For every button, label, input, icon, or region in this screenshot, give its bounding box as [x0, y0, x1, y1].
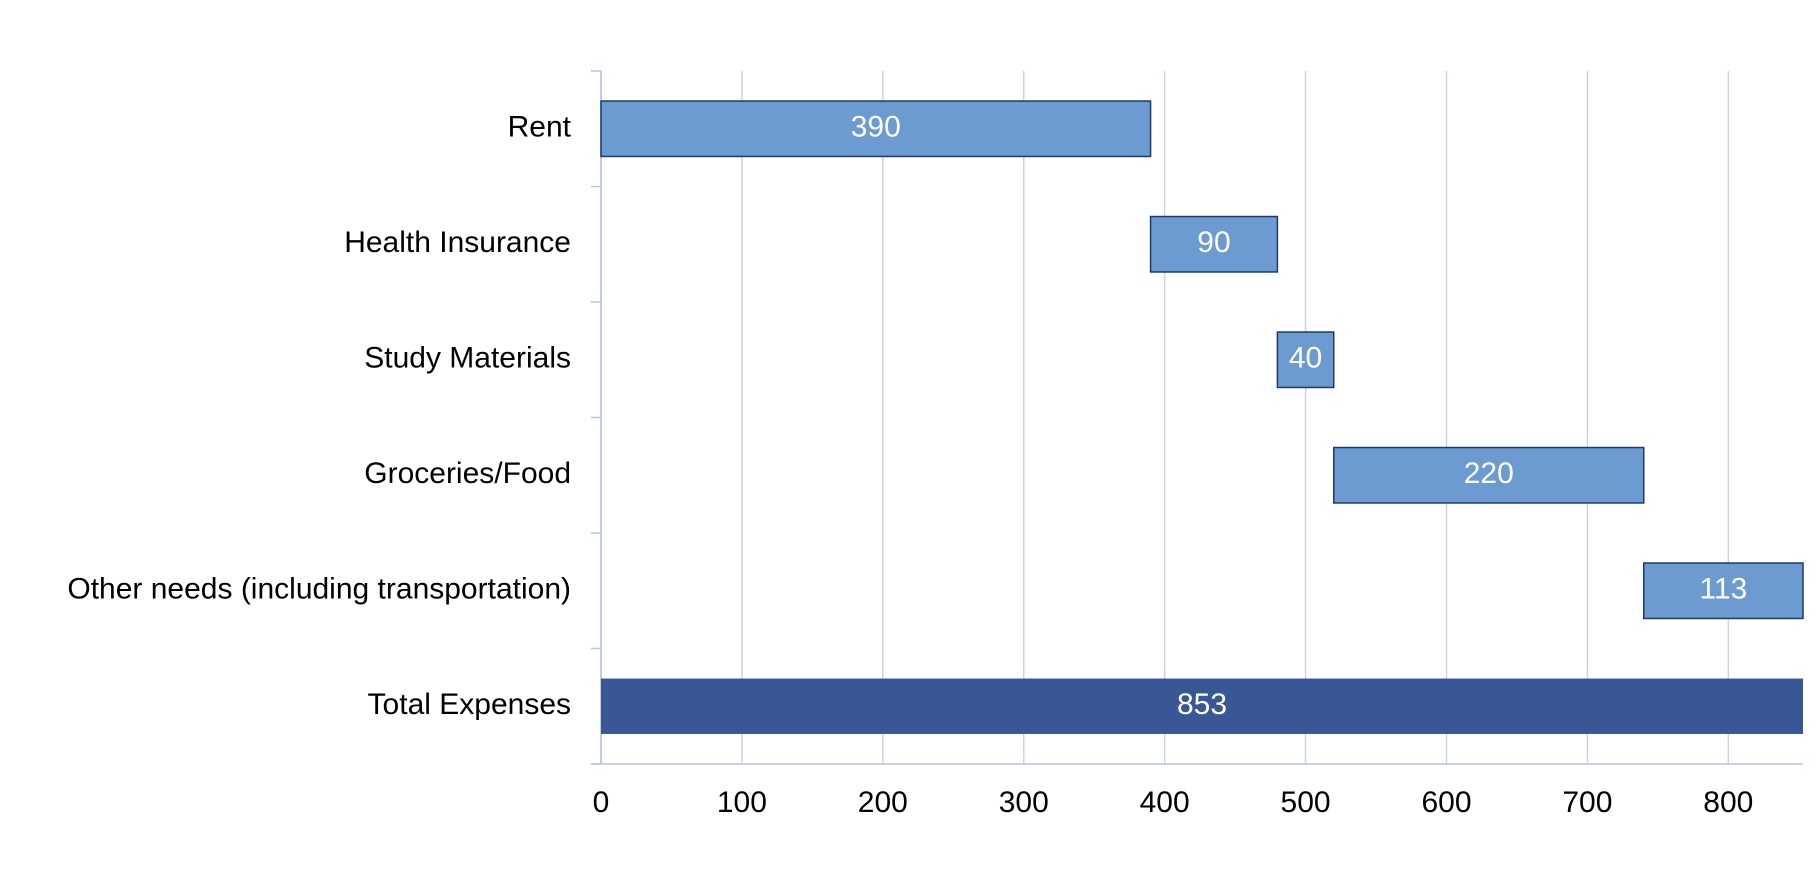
bar [1276, 331, 1335, 389]
data-label: 853 [1177, 688, 1227, 721]
data-label: 220 [1464, 457, 1514, 490]
y-tick-label: Rent [508, 111, 572, 144]
x-tick-label: 400 [1140, 786, 1190, 819]
total-bar [601, 678, 1803, 734]
data-label: 113 [1699, 573, 1747, 606]
x-tick-label: 800 [1703, 786, 1753, 819]
data-label: 40 [1289, 342, 1322, 375]
x-tick-label: 300 [999, 786, 1049, 819]
x-tick-label: 200 [858, 786, 908, 819]
x-tick-label: 100 [717, 786, 767, 819]
x-tick-label: 500 [1281, 786, 1331, 819]
x-tick-label: 0 [593, 786, 610, 819]
bar [600, 100, 1152, 158]
y-tick-label: Total Expenses [368, 688, 571, 721]
bar [1643, 562, 1804, 620]
x-tick-label: 600 [1421, 786, 1471, 819]
data-label: 90 [1197, 226, 1230, 259]
y-tick-label: Health Insurance [344, 226, 571, 259]
x-tick-label: 700 [1562, 786, 1612, 819]
data-label: 390 [851, 111, 901, 144]
y-tick-label: Other needs (including transportation) [67, 573, 571, 606]
y-tick-label: Groceries/Food [364, 457, 571, 490]
bar [1149, 215, 1279, 273]
y-tick-label: Study Materials [364, 342, 571, 375]
bar [1333, 446, 1645, 504]
